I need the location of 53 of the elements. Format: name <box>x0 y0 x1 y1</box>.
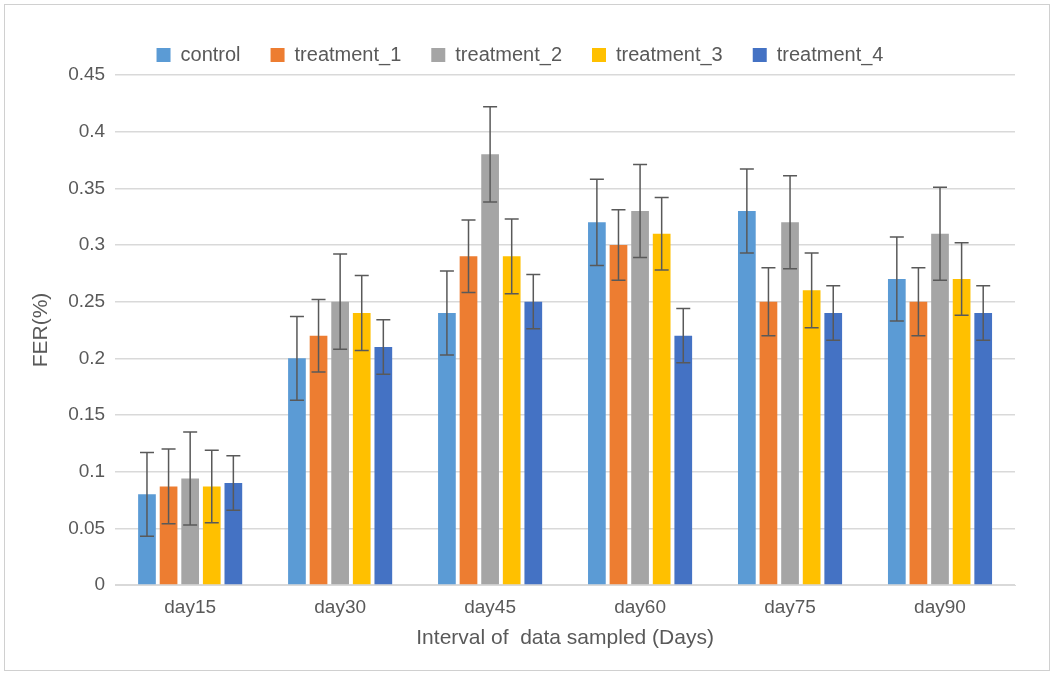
y-tick-label: 0.15 <box>68 403 106 425</box>
x-tick-label: day60 <box>614 595 666 617</box>
legend-label: treatment_4 <box>776 42 884 66</box>
bar <box>738 211 756 585</box>
bar <box>224 483 243 585</box>
x-tick-label: day30 <box>314 595 367 617</box>
bar <box>674 335 693 585</box>
legend-label: treatment_1 <box>294 42 402 66</box>
bar <box>781 222 799 585</box>
bar <box>588 222 606 585</box>
bar <box>609 245 628 585</box>
bar <box>631 211 649 585</box>
x-tick-label: day45 <box>464 595 516 617</box>
x-tick-label: day15 <box>164 595 217 617</box>
bar <box>652 233 671 585</box>
x-axis-title: Interval of data sampled (Days) <box>416 625 714 649</box>
bar <box>352 313 371 585</box>
legend-label: treatment_3 <box>616 42 723 66</box>
bar <box>459 256 478 585</box>
legend-label: treatment_2 <box>455 42 563 66</box>
bar <box>374 347 393 585</box>
bar <box>952 279 971 585</box>
x-tick-label: day90 <box>914 595 966 617</box>
bar <box>438 313 456 585</box>
y-tick-label: 0.2 <box>78 346 106 368</box>
bar <box>802 290 821 585</box>
y-tick-label: 0 <box>94 573 106 595</box>
bar <box>909 301 928 585</box>
legend-label: control <box>180 42 241 65</box>
y-tick-label: 0.1 <box>78 459 106 481</box>
bar <box>288 358 306 585</box>
y-tick-label: 0.45 <box>68 63 106 85</box>
y-tick-label: 0.05 <box>68 516 106 538</box>
x-tick-label: day75 <box>764 595 816 617</box>
bar <box>138 494 156 585</box>
bar <box>202 486 221 585</box>
bar <box>309 335 328 585</box>
bar <box>481 154 499 585</box>
bar <box>931 233 949 585</box>
bar <box>887 279 906 585</box>
y-axis-title: FER(%) <box>28 292 52 368</box>
bar <box>759 301 778 585</box>
bar <box>524 301 543 585</box>
y-tick-label: 0.4 <box>78 119 106 141</box>
bar <box>974 313 993 585</box>
y-tick-label: 0.25 <box>68 289 106 311</box>
bar <box>824 313 843 585</box>
bar <box>331 301 349 585</box>
bar <box>159 486 178 585</box>
bar <box>502 256 521 585</box>
bar <box>181 478 200 585</box>
y-tick-label: 0.3 <box>78 233 106 255</box>
y-tick-label: 0.35 <box>68 176 106 198</box>
